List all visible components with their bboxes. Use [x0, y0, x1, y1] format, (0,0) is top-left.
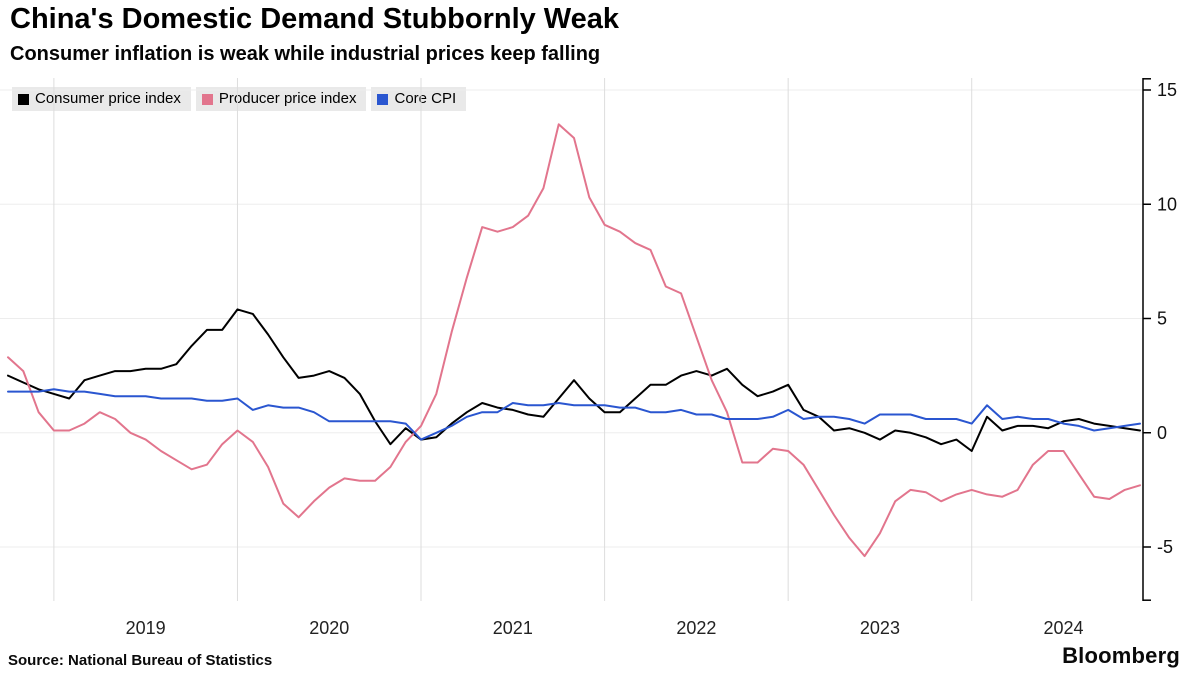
- legend-item-producer-price-index: Producer price index: [195, 87, 367, 111]
- y-tick-label: -5: [1157, 537, 1173, 557]
- chart-subtitle: Consumer inflation is weak while industr…: [10, 43, 601, 66]
- legend-swatch-consumer-price-index-icon: [18, 93, 29, 105]
- chart-title: China's Domestic Demand Stubbornly Weak: [10, 3, 620, 35]
- x-year-label: 2024: [1043, 618, 1083, 638]
- legend-item-core-cpi: Core CPI: [371, 87, 467, 111]
- y-tick-label: 0: [1157, 423, 1167, 443]
- chart-header: China's Domestic Demand Stubbornly Weak …: [10, 3, 619, 65]
- bloomberg-logo: Bloomberg: [1062, 643, 1180, 668]
- x-year-label: 2022: [676, 618, 716, 638]
- source-note: Source: National Bureau of Statistics: [8, 652, 273, 669]
- y-tick-label: 10: [1157, 194, 1177, 214]
- chart-legend: Consumer price index Producer price inde…: [12, 87, 467, 111]
- legend-swatch-core-cpi-icon: [377, 93, 389, 105]
- legend-label-producer-price-index: Producer price index: [218, 90, 357, 107]
- producer-price-index-line: [7, 123, 1141, 558]
- x-year-label: 2019: [126, 618, 166, 638]
- legend-swatch-producer-price-index-icon: [201, 93, 213, 105]
- x-year-label: 2023: [860, 618, 900, 638]
- legend-label-core-cpi: Core CPI: [394, 90, 457, 107]
- consumer-price-index-line: [7, 308, 1141, 452]
- line-chart: 15 10 5 0 -5 2019 2020 2021 2022 2023 2024: [0, 78, 1177, 638]
- legend-label-consumer-price-index: Consumer price index: [35, 90, 181, 107]
- x-year-label: 2021: [493, 618, 533, 638]
- x-year-label: 2020: [309, 618, 349, 638]
- legend-item-consumer-price-index: Consumer price index: [12, 87, 191, 111]
- y-tick-label: 5: [1157, 309, 1167, 329]
- y-tick-label: 15: [1157, 80, 1177, 100]
- core-cpi-line: [7, 388, 1141, 441]
